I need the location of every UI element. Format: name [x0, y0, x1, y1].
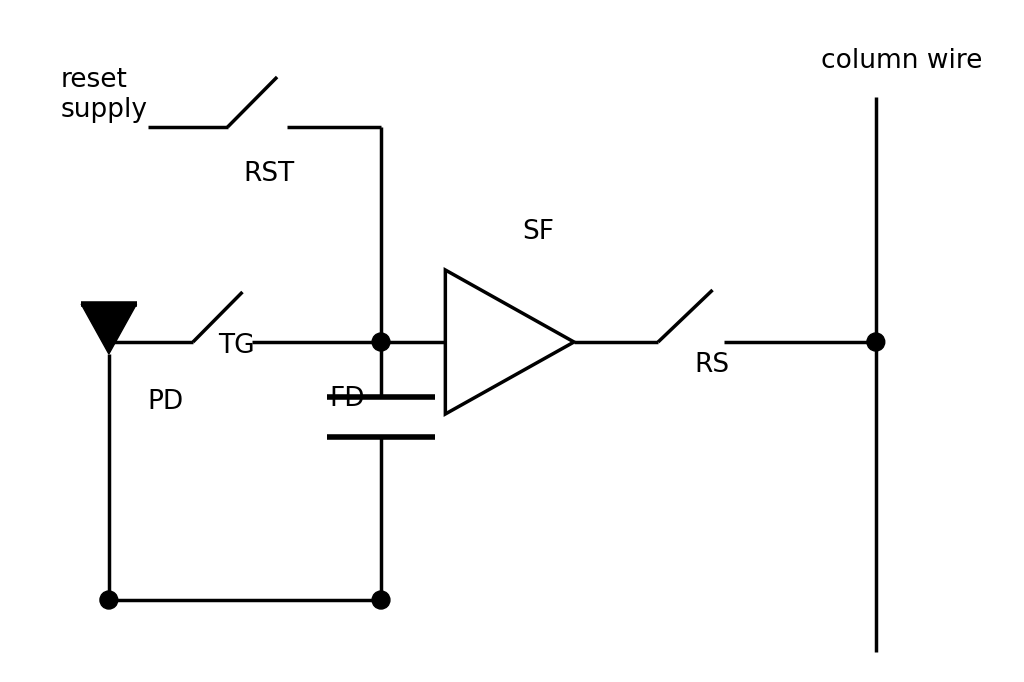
Polygon shape: [445, 270, 574, 414]
Text: TG: TG: [218, 333, 255, 359]
Circle shape: [372, 333, 390, 351]
Polygon shape: [81, 304, 136, 354]
Circle shape: [867, 333, 885, 351]
Text: RST: RST: [244, 161, 295, 187]
Text: PD: PD: [147, 389, 183, 415]
Text: FD: FD: [330, 386, 365, 412]
Circle shape: [100, 591, 118, 609]
Text: RS: RS: [694, 352, 729, 378]
Text: SF: SF: [522, 219, 554, 245]
Text: column wire: column wire: [821, 48, 982, 74]
Text: reset
supply: reset supply: [60, 68, 147, 123]
Circle shape: [372, 591, 390, 609]
